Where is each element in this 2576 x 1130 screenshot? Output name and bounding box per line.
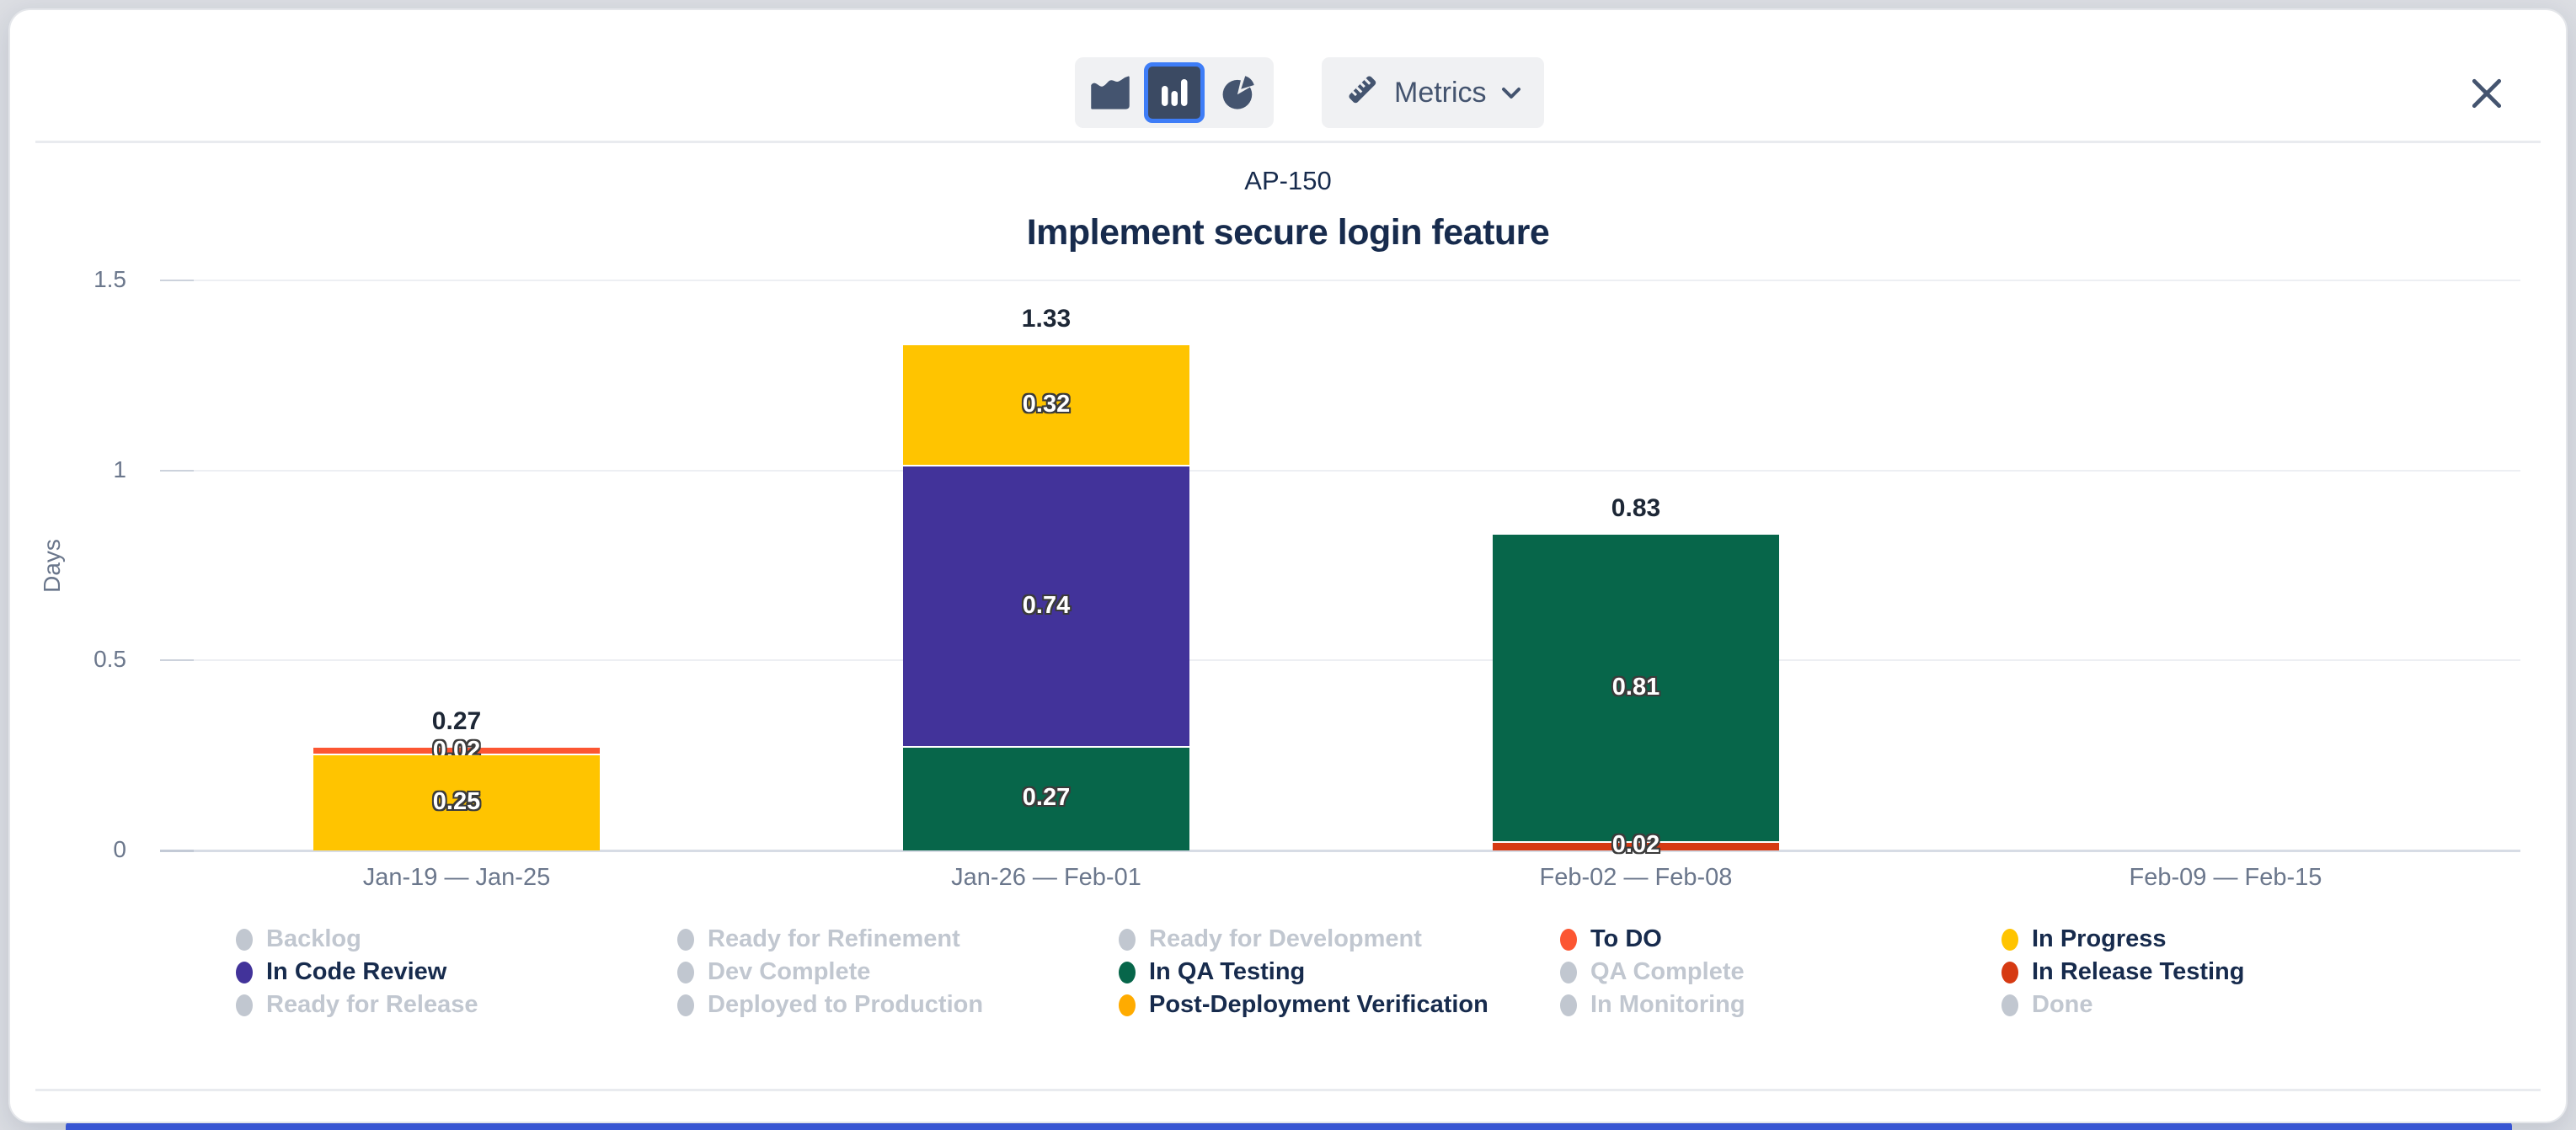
legend-item-to-do[interactable]: To DO [1560,925,2001,953]
legend-dot-icon [1119,994,1136,1016]
bar-total-label: 0.27 [431,707,482,736]
legend-item-label: In Code Review [266,958,447,985]
legend-dot-icon [236,961,253,983]
bar-segment-value: 0.02 [1611,831,1660,859]
legend-item-qa-complete[interactable]: QA Complete [1560,958,2001,986]
chart-title: Implement secure login feature [1026,212,1550,253]
close-icon [2469,76,2504,114]
legend-item-ready-for-refinement[interactable]: Ready for Refinement [677,925,1119,953]
legend-item-label: Done [2032,991,2093,1018]
legend-item-label: To DO [1590,925,1662,952]
y-tick-mark [160,659,194,662]
bar-segment-value: 0.74 [1022,592,1071,620]
legend-dot-icon [2001,994,2018,1016]
legend-item-in-progress[interactable]: In Progress [2001,925,2443,953]
x-axis-label: Feb-02 — Feb-08 [1539,864,1733,891]
legend-item-label: In QA Testing [1149,958,1306,985]
gridline [160,280,2520,281]
legend-item-label: Ready for Refinement [708,925,960,952]
metrics-button[interactable]: Metrics [1322,57,1544,128]
bar-segment-in-code-review [903,466,1189,747]
bar-segment-to-do [313,748,600,754]
bar-total-label: 1.33 [1021,304,1072,333]
ruler-icon [1344,71,1381,115]
legend-dot-icon [677,994,694,1016]
y-tick-label: 0 [113,836,126,862]
legend-dot-icon [236,928,253,951]
legend-item-dev-complete[interactable]: Dev Complete [677,958,1119,986]
bar-segment-in-progress [903,344,1189,466]
legend-item-label: Ready for Development [1149,925,1422,952]
bar-segment-in-qa-testing [903,748,1189,850]
y-tick-mark [160,850,194,852]
legend-dot-icon [2001,928,2018,951]
bar-segment-value: 0.25 [432,787,481,815]
legend-item-label: Deployed to Production [708,991,984,1018]
y-tick-mark [160,469,194,472]
legend-dot-icon [677,961,694,983]
bar-segment-in-progress [313,755,600,850]
metrics-button-label: Metrics [1394,76,1487,109]
bar-segment-value: 0.32 [1022,390,1071,418]
legend-item-label: Dev Complete [708,958,871,985]
bar-chart-icon [1154,72,1194,115]
x-axis-label: Jan-26 — Feb-01 [951,864,1141,891]
legend-item-label: In Release Testing [2032,958,2245,985]
chart-type-bar-button[interactable] [1144,62,1205,123]
footer-divider [35,1089,2541,1091]
legend-dot-icon [1560,961,1577,983]
bar-total-label: 0.83 [1611,494,1661,523]
legend-item-label: In Monitoring [1590,991,1745,1018]
background-page-strip [66,1122,2512,1130]
legend-dot-icon [2001,961,2018,983]
legend-item-label: In Progress [2032,925,2167,952]
legend-dot-icon [1119,928,1136,951]
bar-segment-value: 0.81 [1611,674,1660,701]
x-axis-label: Jan-19 — Jan-25 [362,864,551,891]
legend-item-backlog[interactable]: Backlog [236,925,677,953]
legend-dot-icon [677,928,694,951]
y-tick-label: 1 [113,456,126,482]
close-button[interactable] [2453,61,2520,128]
pie-chart-icon [1216,70,1260,116]
legend-item-in-monitoring[interactable]: In Monitoring [1560,991,2001,1019]
chart-modal: Metrics [8,8,2568,1123]
legend-item-label: Post-Deployment Verification [1149,991,1488,1018]
gridline [160,659,2520,662]
legend-dot-icon [236,994,253,1016]
y-tick-mark [160,280,194,281]
legend-item-label: Backlog [266,925,361,952]
bar-segment-in-qa-testing [1493,535,1779,841]
issue-key-subtitle: AP-150 [1244,166,1332,195]
y-tick-label: 0.5 [94,646,126,673]
status-legend: Backlog Ready for Refinement Ready for Dev… [236,923,2443,1021]
chart-type-area-button[interactable] [1080,62,1141,123]
chart-type-pie-button[interactable] [1208,62,1269,123]
bar-segment-in-release-testing [1493,842,1779,850]
x-axis-label: Feb-09 — Feb-15 [2129,864,2322,891]
x-axis-line [160,850,2520,852]
legend-item-ready-for-development[interactable]: Ready for Development [1119,925,1560,953]
legend-item-ready-for-release[interactable]: Ready for Release [236,991,677,1019]
y-axis-title: Days [39,538,65,593]
legend-item-post-deployment-verification[interactable]: Post-Deployment Verification [1119,991,1560,1019]
header-divider [35,141,2541,143]
legend-item-label: QA Complete [1590,958,1745,985]
chevron-down-icon [1500,77,1522,109]
legend-item-in-qa-testing[interactable]: In QA Testing [1119,958,1560,986]
legend-dot-icon [1560,928,1577,951]
area-chart-icon [1088,72,1132,115]
legend-item-done[interactable]: Done [2001,991,2443,1019]
y-tick-label: 1.5 [94,266,126,292]
legend-dot-icon [1560,994,1577,1016]
gridline [160,469,2520,472]
chart-type-switcher [1075,57,1274,128]
legend-item-in-code-review[interactable]: In Code Review [236,958,677,986]
legend-item-in-release-testing[interactable]: In Release Testing [2001,958,2443,986]
legend-item-deployed-to-production[interactable]: Deployed to Production [677,991,1119,1019]
legend-dot-icon [1119,961,1136,983]
bar-segment-value: 0.27 [1022,784,1071,812]
legend-item-label: Ready for Release [266,991,478,1018]
